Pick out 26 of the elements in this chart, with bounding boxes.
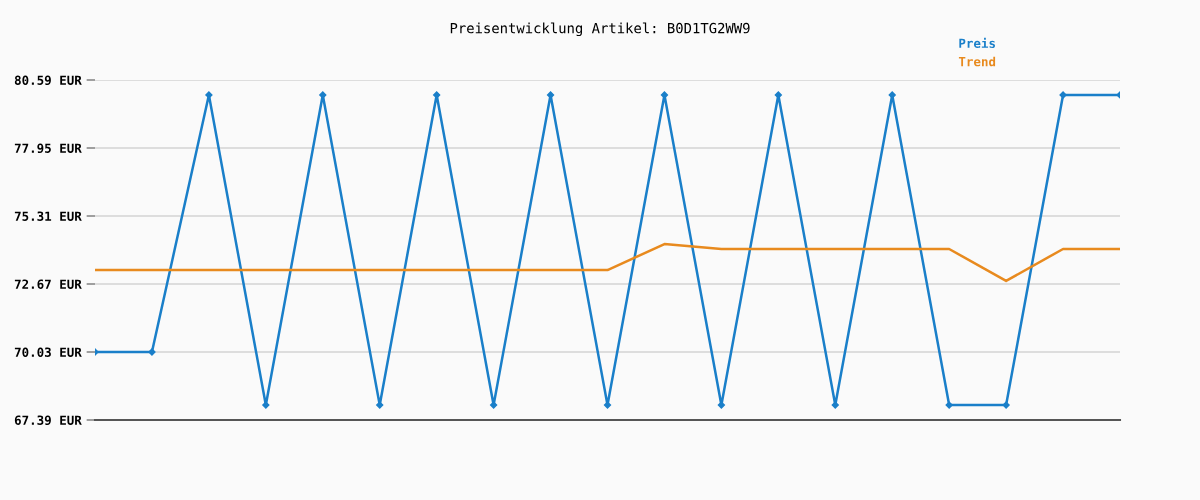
point — [433, 91, 441, 99]
point — [489, 401, 498, 409]
point — [205, 91, 213, 99]
point — [945, 401, 953, 409]
point — [1002, 401, 1010, 409]
point — [1059, 91, 1067, 99]
point — [660, 91, 669, 99]
text: Preis — [959, 37, 995, 48]
y-tick-label: 77.95 EUR — [14, 143, 82, 153]
y-tick-label: 72.67 EUR — [14, 279, 82, 289]
y-tick-label: 80.59 EUR — [14, 75, 82, 85]
text: Trend — [958, 56, 996, 67]
point — [546, 91, 555, 99]
point — [603, 401, 612, 409]
y-tick-label: 75.31 EUR — [14, 211, 82, 221]
point — [262, 401, 270, 409]
y-tick-label: 67.39 EUR — [14, 415, 82, 425]
point — [717, 401, 726, 409]
point — [774, 91, 782, 99]
line-series — [95, 242, 1120, 283]
point — [888, 91, 896, 99]
y-tick-label: 70.03 EUR — [14, 347, 82, 357]
chart-title: Preisentwicklung Artikel: B0D1TG2WW9 — [450, 22, 750, 37]
point — [376, 401, 384, 409]
point — [319, 91, 327, 99]
point — [831, 401, 839, 409]
